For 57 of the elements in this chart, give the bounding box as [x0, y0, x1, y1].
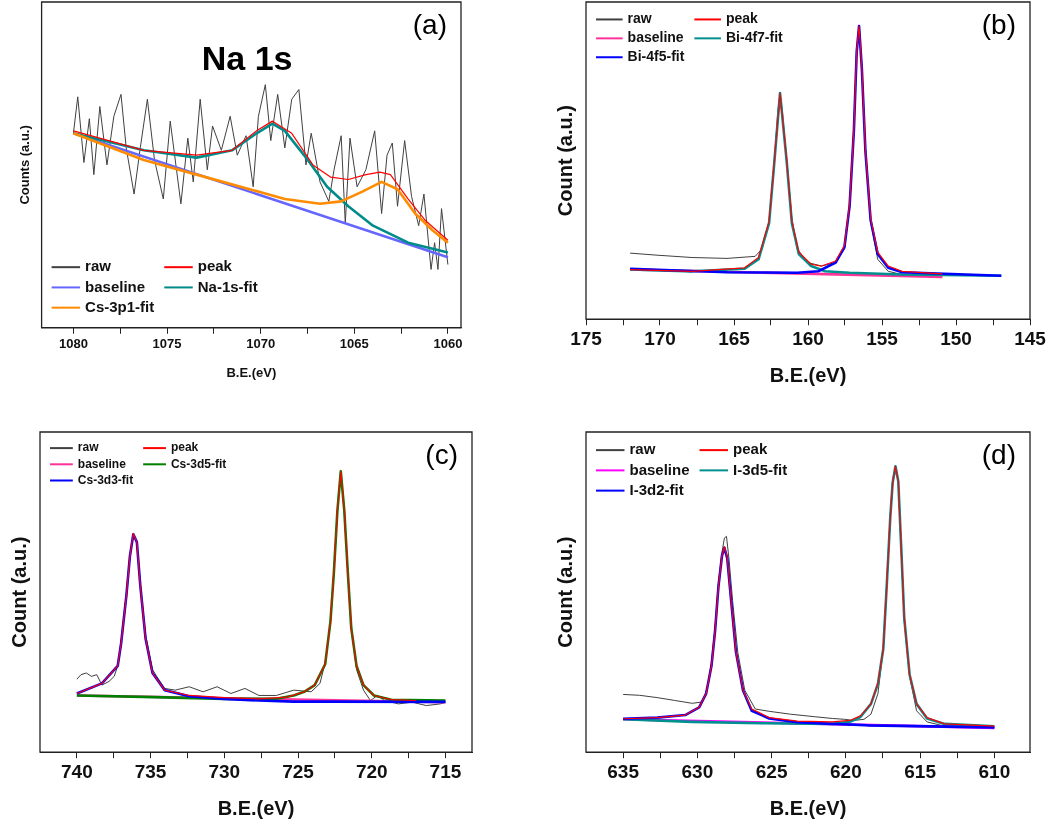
legend-label: raw — [85, 257, 112, 275]
x-tick-label: 620 — [830, 760, 862, 782]
text: (a) — [412, 8, 447, 40]
chart-title: Na 1s — [201, 39, 293, 78]
legend-label: Bi-4f7-fit — [725, 29, 784, 46]
x-tick-label: 155 — [866, 327, 899, 349]
legend-label: I-3d2-fit — [629, 480, 684, 498]
legend-label: raw — [627, 10, 652, 27]
legend-label: baseline — [77, 456, 127, 471]
annotation: (d) — [981, 438, 1016, 470]
x-tick-label: 615 — [904, 760, 937, 782]
legend-label: baseline — [629, 460, 690, 478]
legend-label: Bi-4f5-fit — [627, 48, 685, 65]
x-tick-label: 150 — [940, 327, 972, 349]
x-tick-label: 1075 — [152, 336, 182, 352]
text: (c) — [425, 438, 458, 470]
legend-label: peak — [733, 440, 768, 458]
x-tick-label: 720 — [355, 760, 388, 782]
x-tick-label: 1070 — [246, 336, 276, 352]
x-axis-title: B.E.(eV) — [769, 796, 847, 819]
legend-label: peak — [725, 10, 759, 27]
y-axis-title: Counts (a.u.) — [17, 125, 33, 205]
x-tick-label: 610 — [978, 760, 1011, 782]
y-axis-title: Count (a.u.) — [7, 536, 30, 648]
legend-label: Cs-3d3-fit — [77, 472, 134, 487]
x-tick-label: 1065 — [339, 336, 369, 352]
legend-label: peak — [170, 440, 199, 455]
x-axis-title: B.E.(eV) — [217, 796, 295, 819]
x-tick-label: 735 — [134, 760, 167, 782]
legend-label: raw — [77, 440, 100, 455]
legend-label: baseline — [627, 29, 684, 46]
y-axis-title: Count (a.u.) — [553, 536, 576, 648]
x-tick-label: 1080 — [58, 336, 88, 352]
x-tick-label: 145 — [1014, 327, 1047, 349]
x-tick-label: 175 — [570, 327, 603, 349]
x-tick-label: 1060 — [433, 336, 463, 352]
x-tick-label: 740 — [61, 760, 93, 782]
legend-label: Cs-3d5-fit — [170, 456, 227, 471]
x-axis-title: B.E.(eV) — [226, 364, 277, 380]
x-tick-label: 630 — [681, 760, 714, 782]
x-tick-label: 165 — [718, 327, 751, 349]
x-tick-label: 160 — [792, 327, 824, 349]
annotation: (b) — [981, 8, 1016, 40]
legend-label: Cs-3p1-fit — [85, 297, 155, 315]
legend-label: baseline — [85, 277, 146, 295]
y-axis-title: Count (a.u.) — [553, 105, 576, 217]
legend-label: I-3d5-fit — [733, 460, 788, 478]
x-tick-label: 625 — [755, 760, 788, 782]
legend-label: raw — [629, 440, 656, 458]
x-tick-label: 715 — [429, 760, 462, 782]
legend-label: peak — [197, 257, 233, 275]
x-tick-label: 170 — [644, 327, 676, 349]
x-tick-label: 730 — [208, 760, 241, 782]
x-tick-label: 635 — [607, 760, 640, 782]
x-axis-title: B.E.(eV) — [769, 363, 847, 386]
legend-label: Na-1s-fit — [197, 277, 258, 295]
x-tick-label: 725 — [282, 760, 315, 782]
